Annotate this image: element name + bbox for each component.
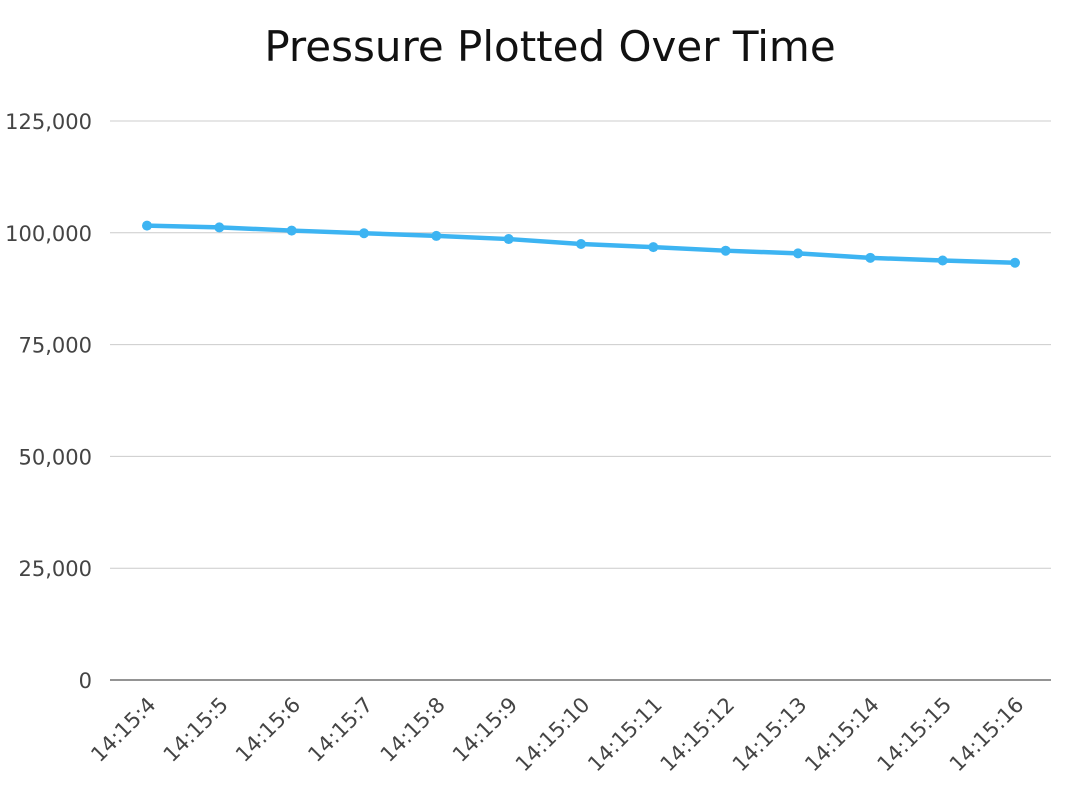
data-point[interactable]: [431, 230, 442, 241]
data-point[interactable]: [937, 255, 948, 266]
data-point[interactable]: [793, 248, 803, 259]
x-tick-label: 14:15:6: [231, 693, 305, 767]
y-tick-label: 75,000: [19, 334, 92, 358]
x-tick-label: 14:15:13: [728, 693, 812, 777]
x-tick-label: 14:15:8: [376, 693, 450, 767]
data-point[interactable]: [1010, 257, 1020, 268]
x-axis-ticks: 14:15:414:15:514:15:614:15:714:15:814:15…: [86, 693, 1028, 777]
y-tick-label: 50,000: [19, 445, 92, 469]
x-tick-label: 14:15:10: [511, 693, 595, 777]
x-tick-label: 14:15:4: [86, 693, 160, 767]
data-point[interactable]: [359, 228, 369, 239]
chart-title: Pressure Plotted Over Time: [264, 22, 836, 71]
x-tick-label: 14:15:5: [159, 693, 233, 767]
x-tick-label: 14:15:15: [873, 693, 957, 777]
data-point[interactable]: [865, 252, 876, 263]
y-tick-label: 100,000: [5, 222, 92, 246]
series-layer: [142, 220, 1020, 268]
y-tick-label: 0: [79, 669, 92, 693]
y-tick-label: 25,000: [19, 557, 92, 581]
x-tick-label: 14:15:7: [303, 693, 377, 767]
y-tick-label: 125,000: [5, 110, 92, 134]
x-tick-label: 14:15:12: [656, 693, 740, 777]
data-point[interactable]: [214, 222, 225, 233]
data-point[interactable]: [576, 238, 586, 249]
y-axis-ticks: 0 25,000 50,000 75,000 100,000 125,000: [5, 110, 92, 693]
gridlines: [110, 120, 1051, 681]
data-point[interactable]: [286, 225, 297, 236]
x-tick-label: 14:15:14: [800, 693, 884, 777]
x-tick-label: 14:15:11: [583, 693, 667, 777]
data-point[interactable]: [142, 220, 152, 231]
data-point[interactable]: [648, 242, 659, 253]
x-tick-label: 14:15:16: [945, 693, 1029, 777]
data-point[interactable]: [720, 245, 731, 256]
data-point[interactable]: [503, 234, 514, 245]
x-tick-label: 14:15:9: [448, 693, 522, 767]
